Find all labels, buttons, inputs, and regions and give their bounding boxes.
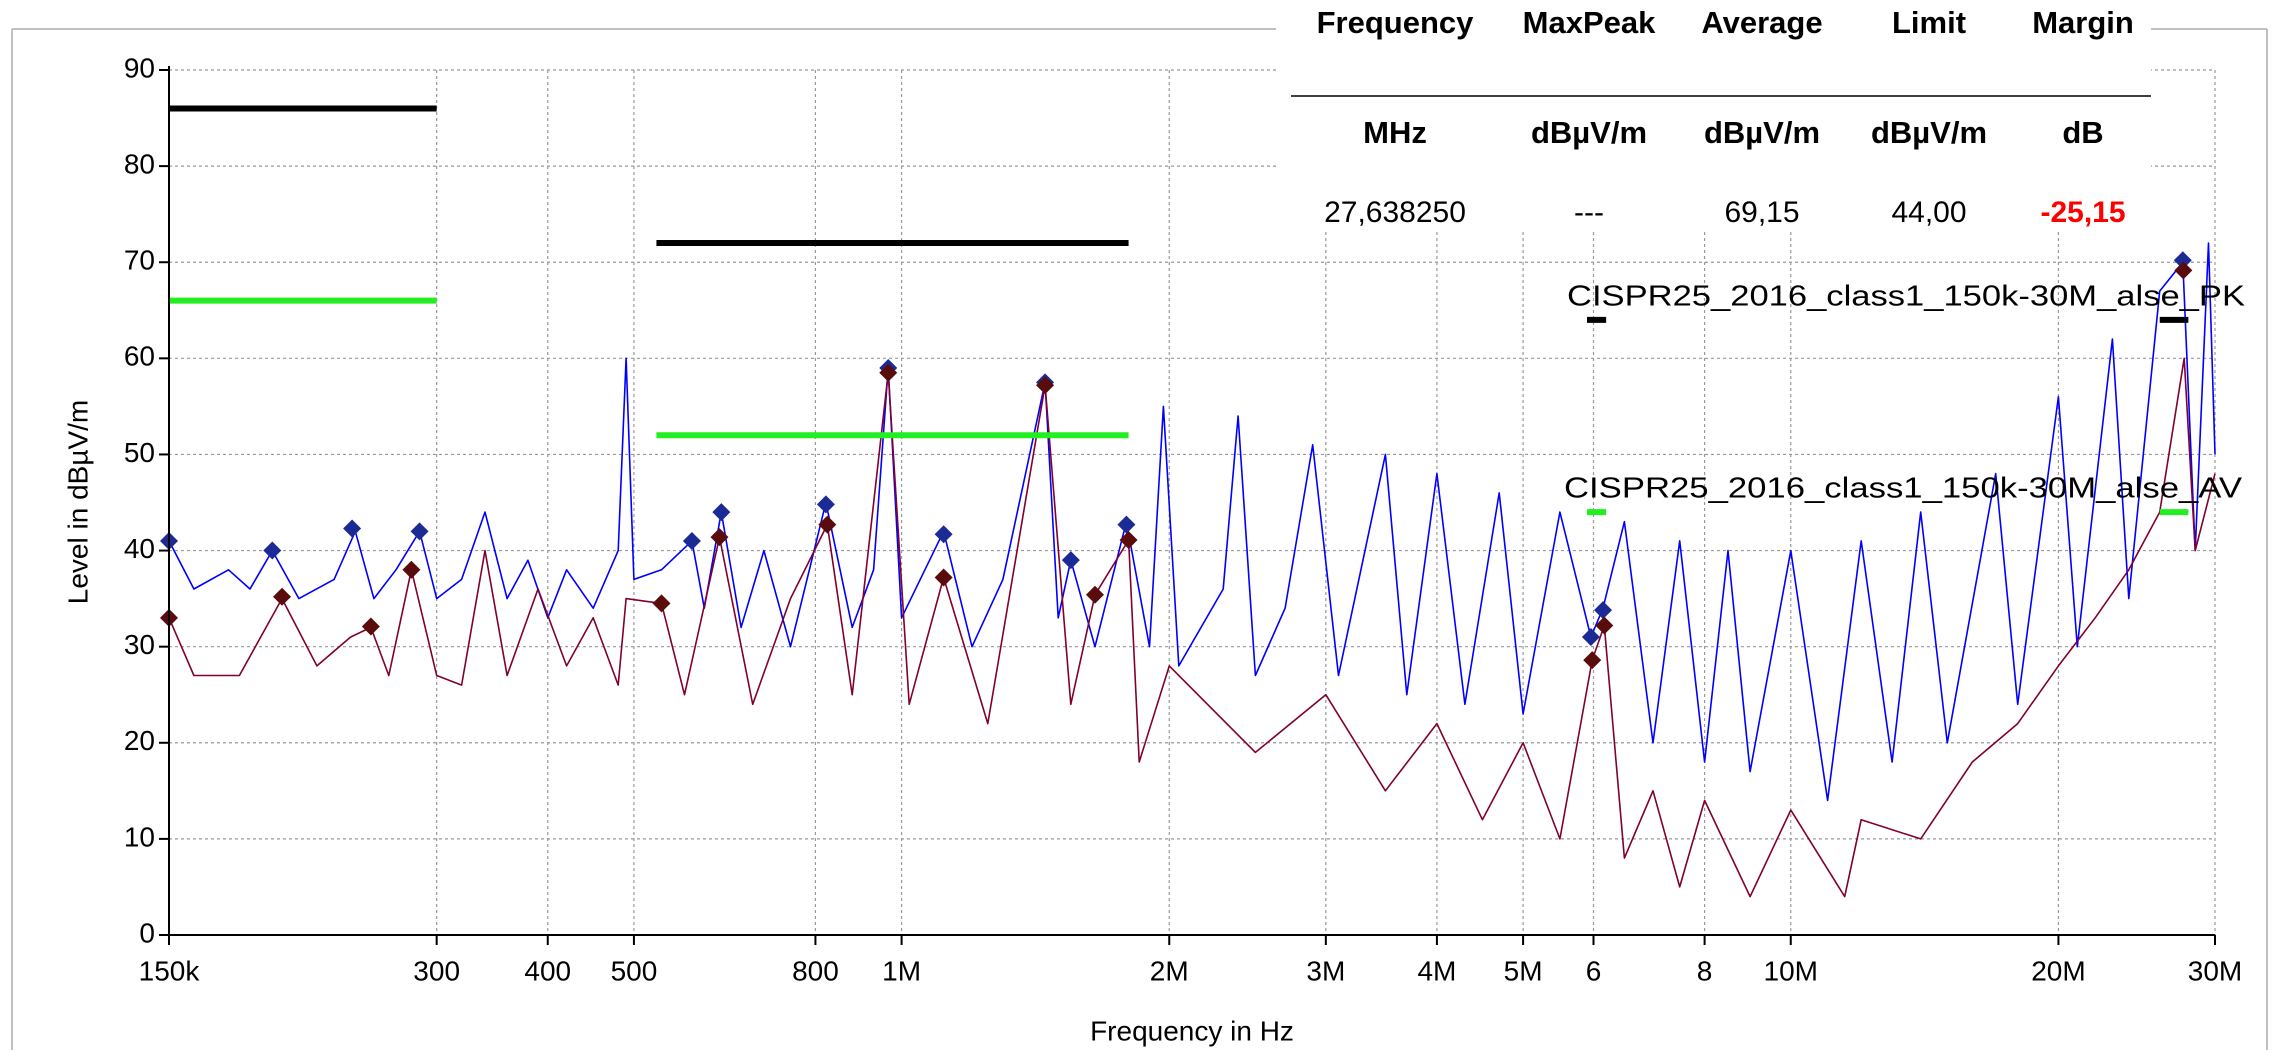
peak-marker <box>1595 616 1614 635</box>
table-header: Average <box>1701 5 1822 40</box>
peak-marker <box>816 495 835 514</box>
peak-marker <box>1036 376 1055 395</box>
table-unit: dB <box>2062 115 2103 150</box>
peak-marker <box>818 515 837 534</box>
table-unit: dBµV/m <box>1871 115 1987 150</box>
peak-marker <box>1581 628 1600 647</box>
x-tick-label: 500 <box>611 955 658 986</box>
y-tick-label: 30 <box>124 629 155 660</box>
x-tick-label: 10M <box>1764 955 1818 986</box>
peak-marker <box>1119 530 1138 549</box>
y-axis-title: Level in dBµV/m <box>62 400 93 604</box>
peak-marker <box>682 531 701 550</box>
x-tick-label: 5M <box>1504 955 1543 986</box>
table-unit: dBµV/m <box>1704 115 1820 150</box>
peak-marker <box>712 503 731 522</box>
peak-marker <box>273 587 292 606</box>
table-unit: dBµV/m <box>1531 115 1647 150</box>
y-tick-label: 80 <box>124 149 155 180</box>
peak-marker <box>2174 261 2193 280</box>
y-tick-label: 60 <box>124 341 155 372</box>
peak-marker <box>402 560 421 579</box>
table-cell: 27,638250 <box>1324 196 1466 229</box>
x-tick-label: 150k <box>139 955 201 986</box>
peak-marker <box>343 519 362 538</box>
y-tick-label: 40 <box>124 533 155 564</box>
y-tick-label: 10 <box>124 821 155 852</box>
peak-marker <box>879 363 898 382</box>
x-tick-label: 8 <box>1697 955 1713 986</box>
x-tick-label: 30M <box>2188 955 2242 986</box>
y-tick-label: 70 <box>124 245 155 276</box>
peak-marker <box>652 594 671 613</box>
table-cell: -25,15 <box>2040 196 2125 229</box>
table-cell: --- <box>1574 196 1604 229</box>
x-tick-label: 300 <box>413 955 460 986</box>
x-axis-title: Frequency in Hz <box>1090 1015 1294 1046</box>
peak-marker <box>1061 551 1080 570</box>
peak-marker <box>410 522 429 541</box>
x-tick-label: 800 <box>792 955 839 986</box>
table-cell: 44,00 <box>1891 196 1966 229</box>
table-cell: 69,15 <box>1724 196 1799 229</box>
y-tick-label: 0 <box>139 917 155 948</box>
y-tick-label: 20 <box>124 725 155 756</box>
x-tick-label: 20M <box>2031 955 2085 986</box>
table-background <box>1276 0 2151 232</box>
y-tick-label: 90 <box>124 52 155 83</box>
table-header: Frequency <box>1317 5 1475 40</box>
x-tick-label: 4M <box>1417 955 1456 986</box>
peak-marker <box>1085 585 1104 604</box>
x-tick-label: 3M <box>1306 955 1345 986</box>
peak-marker <box>361 617 380 636</box>
table-header: Limit <box>1892 5 1966 40</box>
x-tick-label: 6 <box>1586 955 1602 986</box>
peak-marker <box>1117 515 1136 534</box>
peak-marker <box>1583 651 1602 670</box>
x-tick-label: 400 <box>524 955 571 986</box>
peak-marker <box>2173 251 2192 270</box>
x-tick-label: 2M <box>1150 955 1189 986</box>
trace-line <box>168 357 2216 898</box>
x-tick-label: 1M <box>882 955 921 986</box>
peak-marker <box>263 541 282 560</box>
peak-marker <box>934 525 953 544</box>
trace-line <box>168 242 2216 802</box>
table-header: MaxPeak <box>1523 5 1656 40</box>
peak-marker <box>710 528 729 547</box>
peak-marker <box>934 568 953 587</box>
limit-label: CISPR25_2016_class1_150k-30M_alse_AV <box>1564 473 2243 505</box>
peak-marker <box>1594 601 1613 620</box>
table-unit: MHz <box>1363 115 1427 150</box>
limit-label: CISPR25_2016_class1_150k-30M_alse_PK <box>1567 281 2246 313</box>
y-tick-label: 50 <box>124 437 155 468</box>
table-header: Margin <box>2032 5 2134 40</box>
